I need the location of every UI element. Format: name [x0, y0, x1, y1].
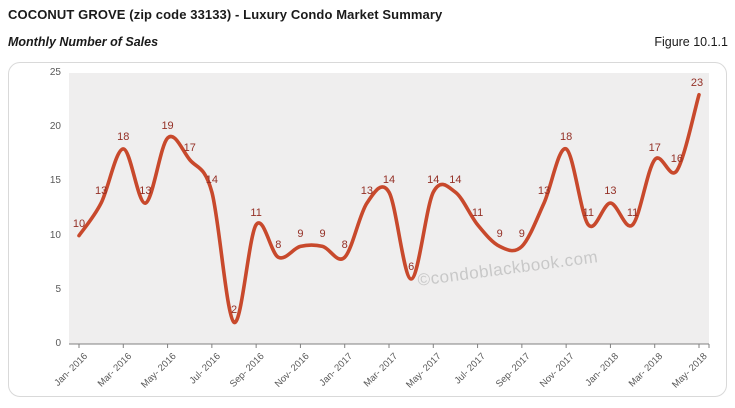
data-label: 18 [117, 130, 130, 143]
y-tick-label: 25 [49, 67, 61, 78]
data-label: 13 [537, 185, 551, 198]
data-label: 11 [582, 206, 594, 219]
data-label: 14 [382, 174, 396, 187]
data-label: 8 [341, 239, 348, 252]
data-label: 11 [471, 206, 484, 219]
data-label: 16 [670, 152, 683, 165]
y-tick-label: 10 [49, 229, 61, 241]
chart-subtitle: Monthly Number of Sales [8, 35, 159, 49]
data-label: 11 [626, 206, 639, 219]
data-label: 2 [230, 304, 238, 317]
data-label: 14 [205, 174, 218, 187]
figure-label: Figure 10.1.1 [654, 35, 728, 49]
data-label: 14 [449, 174, 462, 187]
data-label: 17 [648, 141, 661, 154]
data-label: 9 [297, 228, 304, 241]
data-label: 6 [408, 260, 415, 273]
data-label: 13 [139, 185, 152, 198]
sales-line-chart [69, 92, 710, 348]
data-label: 23 [690, 76, 704, 89]
data-label: 9 [319, 228, 326, 241]
data-label: 14 [427, 174, 440, 187]
y-tick-label: 15 [49, 175, 61, 187]
chart-card: 0 5 10 15 20 25 Jan- 2016 Mar- 2016 May- 2016 Ju… [8, 62, 727, 397]
y-tick-label: 5 [55, 283, 61, 295]
data-label: 18 [560, 130, 573, 143]
page-title: COCONUT GROVE (zip code 33133) - Luxury … [8, 7, 443, 22]
data-label: 13 [604, 185, 617, 198]
data-label: 13 [95, 185, 108, 198]
data-label: 17 [183, 141, 196, 154]
y-tick-label: 20 [49, 121, 61, 133]
data-label: 9 [518, 228, 525, 241]
data-label: 8 [275, 239, 282, 252]
data-label: 19 [161, 120, 174, 133]
data-label: 13 [360, 185, 373, 198]
data-label: 9 [496, 228, 503, 241]
data-label: 11 [250, 206, 262, 219]
y-tick-label: 0 [55, 338, 61, 349]
data-label: 10 [72, 217, 86, 230]
